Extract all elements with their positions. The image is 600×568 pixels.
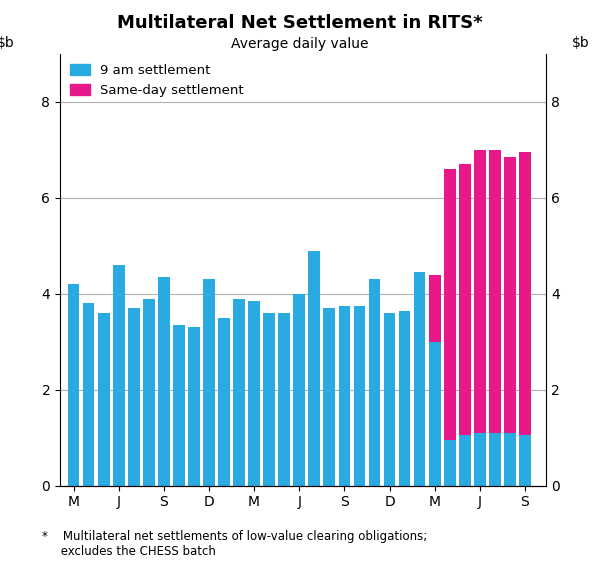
Bar xyxy=(474,150,485,433)
Bar xyxy=(489,150,501,433)
Bar xyxy=(474,433,485,486)
Bar xyxy=(368,279,380,486)
Bar xyxy=(504,157,516,433)
Bar xyxy=(83,303,94,486)
Bar xyxy=(203,279,215,486)
Bar xyxy=(143,299,155,486)
Bar xyxy=(173,325,185,486)
Text: *    Multilateral net settlements of low-value clearing obligations;
     exclud: * Multilateral net settlements of low-va… xyxy=(42,530,427,558)
Bar xyxy=(293,294,305,486)
Bar xyxy=(278,313,290,486)
Bar xyxy=(504,433,516,486)
Bar xyxy=(414,272,425,486)
Bar xyxy=(158,277,170,486)
Bar xyxy=(353,306,365,486)
Bar xyxy=(338,306,350,486)
Bar xyxy=(429,342,440,486)
Bar xyxy=(519,152,531,435)
Bar xyxy=(323,308,335,486)
Bar xyxy=(218,318,230,486)
Bar xyxy=(489,433,501,486)
Bar xyxy=(444,169,455,440)
Bar xyxy=(398,311,410,486)
Bar xyxy=(263,313,275,486)
Text: $b: $b xyxy=(572,36,590,49)
Bar xyxy=(429,274,440,342)
Bar xyxy=(233,299,245,486)
Text: Average daily value: Average daily value xyxy=(231,37,369,51)
Bar xyxy=(459,435,470,486)
Bar xyxy=(68,284,79,486)
Bar xyxy=(519,435,531,486)
Text: Multilateral Net Settlement in RITS*: Multilateral Net Settlement in RITS* xyxy=(117,14,483,32)
Bar xyxy=(248,301,260,486)
Bar xyxy=(113,265,125,486)
Text: $b: $b xyxy=(0,36,14,49)
Legend: 9 am settlement, Same-day settlement: 9 am settlement, Same-day settlement xyxy=(65,59,250,102)
Bar xyxy=(128,308,140,486)
Bar xyxy=(98,313,110,486)
Bar xyxy=(308,250,320,486)
Bar xyxy=(444,440,455,486)
Bar xyxy=(188,327,200,486)
Bar xyxy=(459,164,470,435)
Bar xyxy=(383,313,395,486)
